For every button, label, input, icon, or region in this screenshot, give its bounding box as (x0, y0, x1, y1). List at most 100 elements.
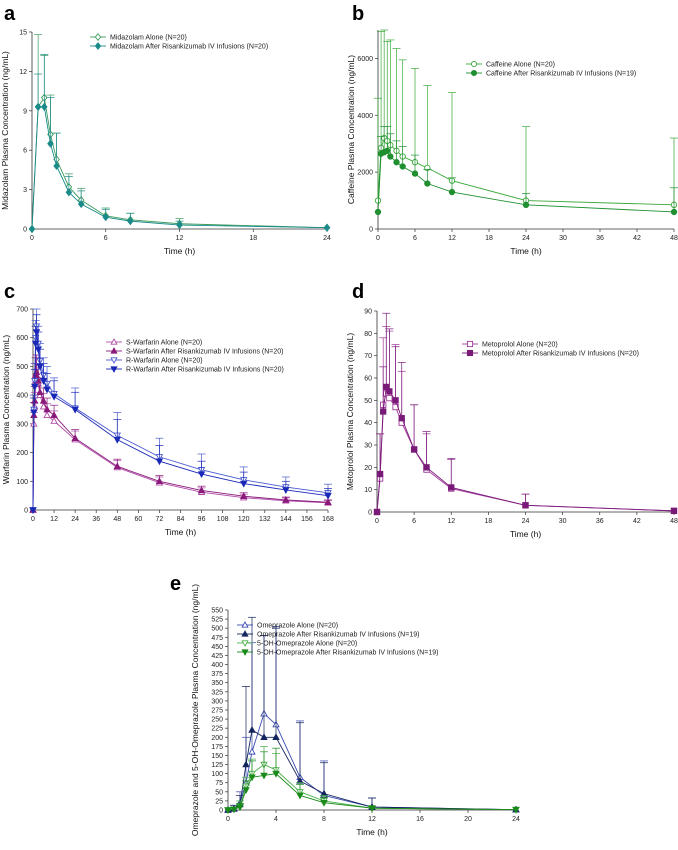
x-tick-label: 42 (633, 235, 641, 242)
y-axis-label: Caffeine Plasma Concentration (ng/mL) (346, 55, 356, 204)
legend: S-Warfarin Alone (N=20) S-Warfarin After … (106, 338, 284, 374)
x-tick-label: 120 (238, 516, 250, 523)
legend-marker (470, 69, 478, 77)
x-tick-label: 24 (522, 235, 530, 242)
x-tick-label: 36 (92, 516, 100, 523)
data-point-4 (384, 147, 391, 154)
y-tick-label: 400 (211, 662, 223, 669)
data-point-16 (282, 487, 290, 494)
data-point-12 (113, 462, 122, 470)
x-tick-label: 0 (30, 235, 34, 242)
y-tick-label: 175 (211, 744, 223, 751)
panel-letter: d (352, 281, 364, 303)
panel-letter: b (352, 3, 364, 25)
x-tick-label: 20 (464, 816, 472, 823)
y-tick-label: 90 (364, 309, 372, 316)
y-tick-label: 15 (19, 30, 27, 37)
data-point-1 (373, 508, 381, 516)
data-point-11 (522, 201, 530, 208)
data-point-5 (248, 725, 256, 733)
data-point-4 (242, 787, 250, 795)
y-tick-label: 400 (16, 393, 28, 400)
x-tick-label: 72 (156, 516, 164, 523)
x-tick-label: 0 (226, 816, 230, 823)
data-point-12 (113, 436, 122, 444)
x-tick-label: 36 (596, 235, 604, 242)
x-axis-label: Time (h) (356, 827, 387, 837)
data-point-9 (43, 386, 51, 394)
legend-marker (466, 340, 474, 348)
x-tick-label: 8 (322, 816, 326, 823)
legend-entry: Caffeine After Risankizumab IV Infusions… (486, 71, 636, 78)
panel-letter: c (4, 281, 15, 303)
data-point-11 (522, 502, 529, 509)
data-point-12 (670, 507, 678, 515)
data-point-4 (242, 760, 250, 768)
data-point-7 (36, 363, 44, 371)
panel-letter: a (4, 3, 16, 25)
y-tick-label: 60 (364, 376, 372, 383)
data-point-11 (71, 434, 79, 441)
x-tick-label: 108 (217, 516, 229, 523)
data-point-8 (39, 402, 48, 410)
data-point-2 (230, 806, 238, 814)
y-tick-label: 525 (211, 617, 223, 624)
x-tick-label: 12 (176, 235, 184, 242)
y-tick-label: 375 (211, 671, 223, 678)
y-tick-label: 500 (211, 626, 223, 633)
legend-entry: Caffeine Alone (N=20) (486, 62, 555, 69)
data-point-9 (424, 180, 431, 187)
y-tick-label: 0 (24, 508, 28, 515)
data-point-5 (248, 747, 256, 755)
x-tick-label: 30 (559, 235, 567, 242)
series-line (227, 712, 517, 811)
data-point-1 (29, 507, 37, 515)
data-point-8 (296, 792, 304, 800)
x-tick-label: 0 (376, 235, 380, 242)
data-point-10 (50, 393, 58, 401)
y-tick-label: 300 (211, 698, 223, 705)
data-point-6 (260, 772, 268, 780)
legend: Midazolam Alone (N=20) Midazolam After Ri… (90, 33, 268, 51)
data-point-10 (176, 220, 183, 230)
legend: Omeprazole Alone (N=20) Omeprazole After … (237, 621, 439, 657)
legend-marker (94, 42, 102, 50)
legend-marker (241, 640, 249, 647)
legend-entry: Metoprolol After Risankizumab IV Infusio… (482, 351, 639, 358)
x-tick-label: 24 (71, 516, 79, 523)
y-tick-label: 12 (19, 69, 27, 76)
chart-panel-d: d 0 6 12 18 24 30 36 42 48 0 10 20 30 40 50 60 70 80 90 Time… (345, 281, 678, 539)
data-point-9 (43, 411, 51, 418)
y-tick-label: 325 (211, 689, 223, 696)
y-tick-label: 3 (23, 187, 27, 194)
x-tick-label: 24 (512, 816, 520, 823)
data-point-10 (448, 188, 456, 196)
y-tick-label: 700 (16, 307, 28, 314)
data-point-17 (324, 498, 332, 505)
legend-marker (110, 366, 118, 373)
data-point-15 (239, 492, 248, 499)
data-point-11 (512, 806, 520, 814)
x-tick-label: 0 (31, 516, 35, 523)
y-tick-label: 500 (16, 364, 28, 371)
x-tick-label: 12 (448, 235, 456, 242)
data-point-7 (77, 199, 85, 209)
data-point-6 (260, 733, 268, 741)
x-tick-label: 6 (413, 235, 417, 242)
data-point-8 (410, 446, 418, 453)
data-point-11 (71, 406, 79, 414)
y-tick-label: 20 (364, 465, 372, 472)
data-point-7 (272, 770, 280, 778)
data-point-2 (34, 102, 42, 111)
x-tick-label: 36 (596, 518, 604, 525)
x-tick-label: 4 (274, 816, 278, 823)
y-tick-label: 100 (16, 479, 28, 486)
data-point-9 (423, 464, 430, 471)
data-point-7 (398, 415, 405, 422)
x-tick-label: 42 (633, 518, 641, 525)
data-point-5 (386, 394, 393, 402)
x-tick-label: 156 (301, 516, 313, 523)
x-tick-label: 18 (485, 235, 493, 242)
y-tick-label: 200 (211, 735, 223, 742)
x-tick-label: 12 (368, 816, 376, 823)
